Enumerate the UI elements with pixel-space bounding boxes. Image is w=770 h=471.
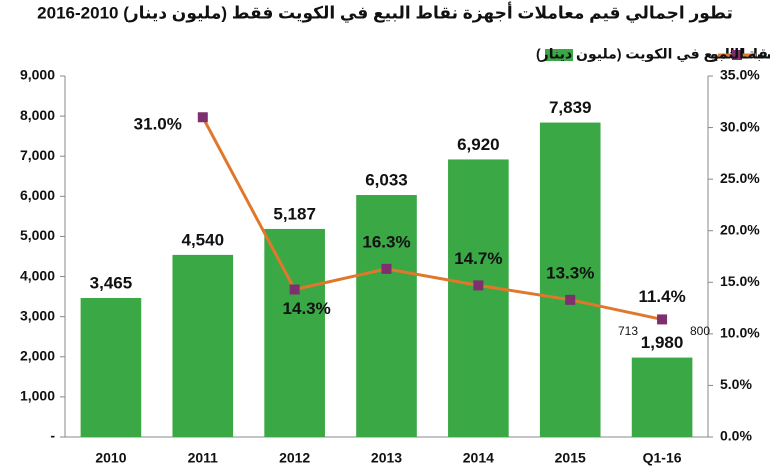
bar (448, 159, 509, 438)
x-tick-label: 2010 (95, 450, 126, 466)
y2-tick-label: 5.0% (720, 376, 752, 392)
y2-tick-label: 0.0% (720, 428, 752, 444)
x-tick-label: 2012 (279, 450, 310, 466)
y2-tick-label: 25.0% (720, 170, 760, 186)
line-marker (289, 284, 300, 295)
growth-line (201, 116, 663, 321)
bar-value-label: 7,839 (549, 98, 592, 117)
bar (80, 298, 142, 437)
bar-value-label: 6,033 (365, 170, 408, 189)
y-tick-label: 1,000 (20, 388, 55, 404)
line-marker (473, 280, 484, 291)
x-tick-label: 2015 (555, 450, 586, 466)
line-value-label: 16.3% (362, 232, 410, 251)
y2-tick-label: 35.0% (720, 67, 760, 83)
y-tick-label: 5,000 (20, 227, 55, 243)
x-tick-label: 2011 (188, 450, 219, 466)
bar (264, 228, 325, 437)
line-value-label: 13.3% (546, 263, 594, 282)
bar (172, 254, 234, 437)
y-tick-label: 6,000 (20, 187, 55, 203)
y2-tick-label: 30.0% (720, 118, 760, 134)
y2-tick-label: 20.0% (720, 221, 760, 237)
line-marker (657, 314, 668, 325)
y2-tick-label: 15.0% (720, 273, 760, 289)
bar-value-label: 5,187 (273, 204, 316, 223)
line-value-label: 14.3% (283, 299, 331, 318)
y-tick-label: - (50, 428, 55, 444)
legend-label: نسبة النمو (709, 46, 770, 63)
y-tick-label: 9,000 (20, 67, 55, 83)
y-tick-label: 4,000 (20, 267, 55, 283)
x-tick-label: 2013 (371, 450, 402, 466)
bar (356, 195, 417, 437)
legend-label: اجمالي قيم معاملات أجهزة نقاط البيع في ا… (536, 45, 770, 63)
legend-swatch (545, 49, 573, 61)
bar (539, 122, 601, 437)
x-tick-label: 2014 (463, 450, 494, 466)
annotation: 713 (618, 324, 638, 338)
bar (631, 357, 693, 437)
bar-value-label: 1,980 (641, 333, 684, 352)
line-value-label: 11.4% (638, 287, 685, 306)
line-marker (197, 112, 208, 123)
y-tick-label: 7,000 (20, 147, 55, 163)
bar-value-label: 3,465 (90, 273, 133, 292)
line-value-label: 14.7% (454, 249, 502, 268)
y2-tick-label: 10.0% (720, 325, 760, 341)
bar-value-label: 6,920 (457, 135, 500, 154)
legend-marker (732, 50, 742, 60)
line-value-label: 31.0% (134, 115, 182, 134)
line-marker (381, 263, 392, 274)
x-tick-label: Q1-16 (643, 450, 682, 466)
bar-value-label: 4,540 (182, 230, 225, 249)
line-marker (565, 294, 576, 305)
y-tick-label: 2,000 (20, 347, 55, 363)
y-tick-label: 8,000 (20, 107, 55, 123)
y-tick-label: 3,000 (20, 307, 55, 323)
annotation: 800 (690, 324, 710, 338)
chart-title: تطور اجمالي قيم معاملات أجهزة نقاط البيع… (37, 1, 733, 23)
